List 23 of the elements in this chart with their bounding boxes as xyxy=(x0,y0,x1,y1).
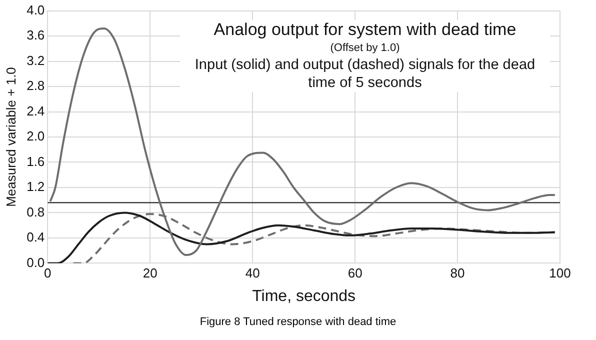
x-tick-label: 60 xyxy=(348,266,362,281)
text: (Offset by 1.0) xyxy=(329,42,401,54)
x-tick-label: 100 xyxy=(549,266,571,281)
y-tick-label: 0.8 xyxy=(26,204,45,220)
y-tick-label: 0.4 xyxy=(26,230,45,245)
y-tick-label: 4.0 xyxy=(26,2,45,18)
x-tick-label: 20 xyxy=(142,266,158,281)
y-tick-label: 2.0 xyxy=(26,128,45,144)
y-tick-label: 2.8 xyxy=(26,78,45,94)
y-tick-label: 3.2 xyxy=(26,52,45,68)
x-tick-label: 0 xyxy=(44,266,52,281)
y-tick-label: 0.0 xyxy=(26,254,45,270)
y-tick-label: 1.2 xyxy=(26,179,45,194)
annotation: Input (solid) and output (dashed) signals for the dead time of 5 seconds xyxy=(194,56,536,92)
y-tick-label: 2.4 xyxy=(26,103,45,118)
y-tick-label: 1.6 xyxy=(26,154,45,169)
y-tick-label: 3.6 xyxy=(26,28,45,43)
x-tick-label: 40 xyxy=(245,266,260,281)
x-tick-label: 80 xyxy=(450,266,465,281)
y-axis-title: Measured variable + 1.0 xyxy=(3,67,18,207)
text: Analog output for system with dead time xyxy=(212,20,518,40)
caption: Figure 8 Tuned response with dead time xyxy=(198,316,398,328)
x-axis-title: Time, seconds xyxy=(252,288,356,305)
